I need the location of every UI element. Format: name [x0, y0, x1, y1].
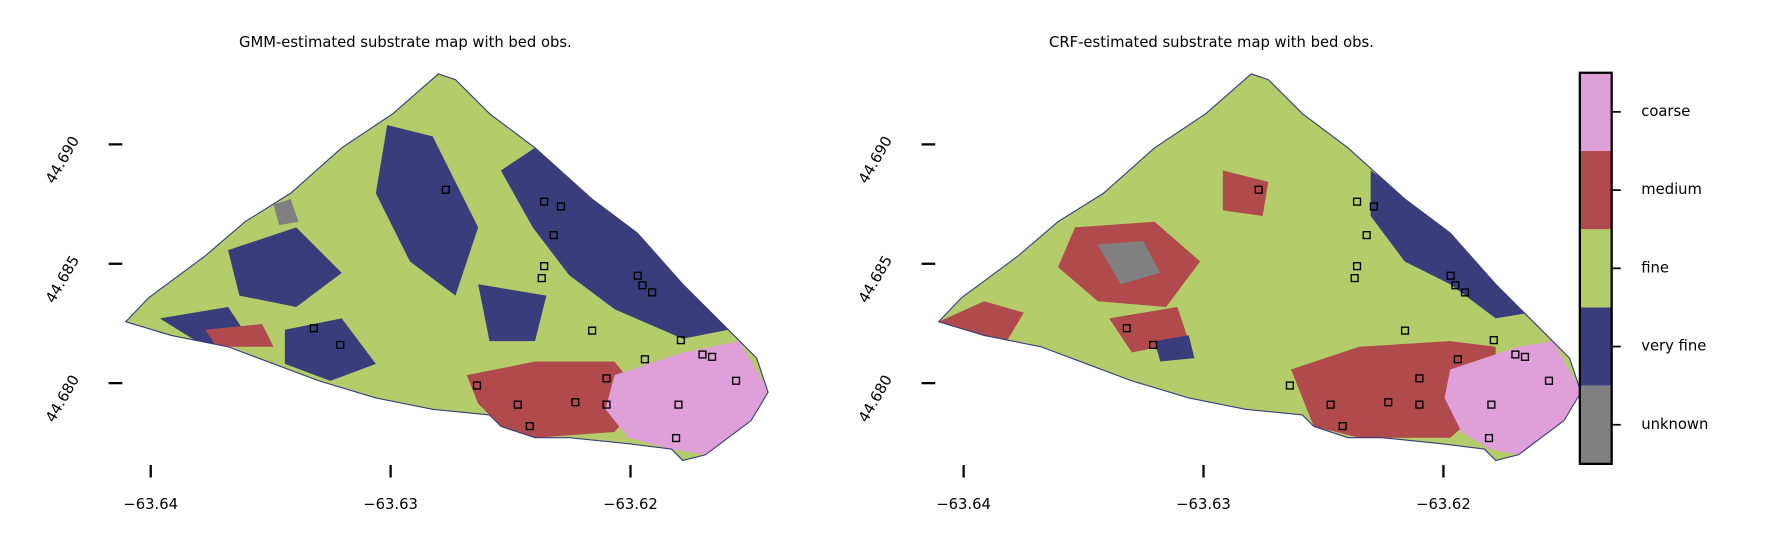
x-tick-label: −63.63 [1176, 496, 1231, 513]
substrate-patch [1154, 335, 1195, 362]
substrate-map [938, 73, 1581, 461]
substrate-patch [466, 361, 644, 438]
x-tick-label: −63.62 [1416, 496, 1471, 513]
substrate-patch [478, 284, 547, 342]
map-outline [937, 73, 1582, 462]
bed-observation [638, 281, 647, 290]
bed-observation [676, 336, 685, 345]
bed-observation [640, 355, 649, 364]
bed-observation [602, 400, 611, 409]
bed-observation [309, 324, 318, 333]
bed-observation [540, 262, 549, 271]
colorbar-label: coarse [1641, 103, 1690, 120]
bed-observation [1285, 381, 1294, 390]
bed-observation [513, 400, 522, 409]
y-tick-label: 44.680 [855, 372, 896, 425]
bed-observation [1352, 197, 1362, 206]
substrate-patch [205, 324, 274, 347]
bed-observation [1326, 400, 1335, 409]
bed-observation [336, 340, 345, 350]
substrate-patch [605, 341, 769, 455]
y-tick-label: 44.690 [855, 133, 896, 186]
substrate-patch [1291, 341, 1496, 438]
bed-observation [1149, 340, 1158, 350]
colorbar-segment [1579, 307, 1612, 386]
colorbar-label: very fine [1641, 338, 1706, 355]
bed-observation [1487, 400, 1496, 409]
panel-title: CRF-estimated substrate map with bed obs… [1049, 34, 1374, 51]
bed-observation [525, 422, 534, 431]
colorbar-label: unknown [1641, 416, 1708, 433]
y-tick-label: 44.690 [42, 133, 83, 186]
bed-observation [540, 197, 549, 206]
bed-observation [1489, 336, 1498, 345]
bed-observation [537, 274, 546, 283]
bed-observation [1352, 262, 1362, 271]
substrate-patch [1097, 241, 1161, 285]
bed-observation [671, 433, 681, 443]
colorbar-segment [1579, 385, 1612, 464]
bed-observation [602, 374, 611, 383]
bed-observation [1415, 400, 1424, 409]
bed-observation [707, 352, 717, 361]
bed-observation [571, 398, 580, 407]
colorbar-label: fine [1641, 259, 1669, 276]
bed-observation [674, 400, 683, 409]
x-tick-label: −63.64 [123, 496, 178, 513]
panel-title: GMM-estimated substrate map with bed obs… [239, 34, 572, 51]
map-outline [124, 73, 769, 462]
bed-observation [648, 288, 657, 297]
bed-observation [1254, 185, 1263, 194]
x-tick-label: −63.62 [603, 496, 658, 513]
bed-observation [1350, 274, 1359, 283]
bed-observation [1400, 326, 1410, 335]
bed-observation [1446, 271, 1455, 280]
bed-observation [698, 350, 707, 359]
bed-observation [472, 381, 482, 390]
substrate-patch [375, 125, 479, 296]
substrate-map [125, 73, 769, 461]
colorbar-segment [1579, 229, 1612, 308]
bed-observation [549, 231, 558, 240]
colorbar-frame [1578, 71, 1613, 466]
x-tick-label: −63.64 [936, 496, 991, 513]
bed-observation [1451, 281, 1460, 290]
colorbar-label: medium [1641, 181, 1702, 198]
bed-observation [1460, 288, 1470, 297]
substrate-patch [284, 318, 376, 381]
y-tick-label: 44.680 [42, 372, 83, 425]
bed-observation [1384, 398, 1393, 407]
colorbar-segment [1579, 72, 1612, 151]
substrate-patch [273, 198, 299, 226]
bed-observation [1484, 433, 1494, 443]
bed-observation [1520, 352, 1530, 361]
bed-observation [633, 271, 642, 280]
bed-observation [1415, 374, 1424, 383]
colorbar-segment [1579, 150, 1612, 230]
bed-observation [441, 185, 450, 194]
bed-observation [1544, 376, 1554, 385]
bed-observation [1362, 231, 1371, 240]
substrate-patch [1444, 341, 1581, 455]
bed-observation [588, 326, 597, 335]
bed-observation [1369, 202, 1378, 211]
bed-observation [1338, 422, 1347, 431]
bed-observation [556, 202, 566, 211]
y-tick-label: 44.685 [855, 253, 896, 306]
substrate-patch [500, 147, 729, 339]
x-tick-label: −63.63 [363, 496, 418, 513]
bed-observation [1453, 355, 1462, 364]
substrate-patch [1222, 170, 1269, 217]
y-tick-label: 44.685 [42, 253, 83, 306]
bed-observation [731, 376, 741, 385]
substrate-patch [228, 227, 342, 307]
bed-observation [1122, 324, 1131, 333]
bed-observation [1511, 350, 1520, 359]
substrate-patch [1370, 170, 1530, 319]
